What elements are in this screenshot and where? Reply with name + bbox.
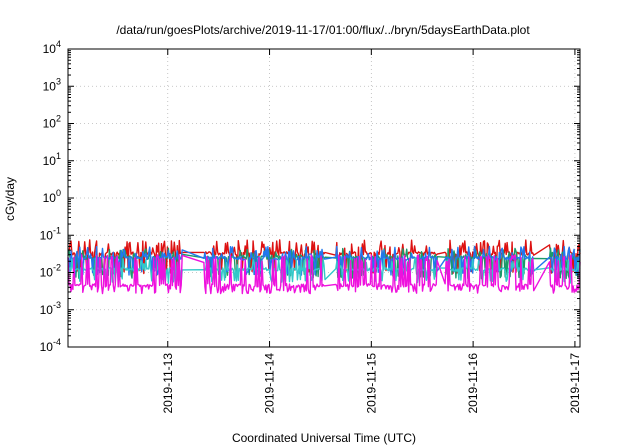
x-tick-label: 2019-11-14 — [263, 353, 277, 414]
x-tick-label: 2019-11-15 — [364, 353, 378, 414]
y-tick-label: 103 — [43, 76, 61, 93]
y-tick-label: 104 — [43, 39, 61, 56]
y-tick-label: 102 — [43, 114, 61, 131]
y-tick-label: 10-4 — [40, 337, 61, 354]
x-tick-labels: 2019-11-13 2019-11-14 2019-11-15 2019-11-16… — [161, 49, 582, 414]
y-tick-label: 10-1 — [40, 225, 61, 242]
series-line-5 — [67, 254, 581, 295]
y-axis-label: cGy/day — [3, 177, 17, 221]
y-tick-label: 10-3 — [40, 300, 61, 317]
x-tick-label: 2019-11-17 — [568, 353, 582, 414]
y-tick-label: 100 — [43, 188, 61, 205]
y-tick-label: 101 — [43, 151, 61, 168]
x-tick-label: 2019-11-16 — [466, 353, 480, 414]
chart-title: /data/run/goesPlots/archive/2019-11-17/0… — [116, 23, 530, 37]
y-tick-labels: 10-4 10-3 10-2 10-1 100 101 102 103 104 — [40, 39, 580, 354]
y-tick-label: 10-2 — [40, 263, 61, 280]
series-group — [67, 239, 581, 295]
x-tick-label: 2019-11-13 — [161, 353, 175, 414]
grid — [68, 49, 580, 347]
x-axis-label: Coordinated Universal Time (UTC) — [232, 431, 416, 445]
